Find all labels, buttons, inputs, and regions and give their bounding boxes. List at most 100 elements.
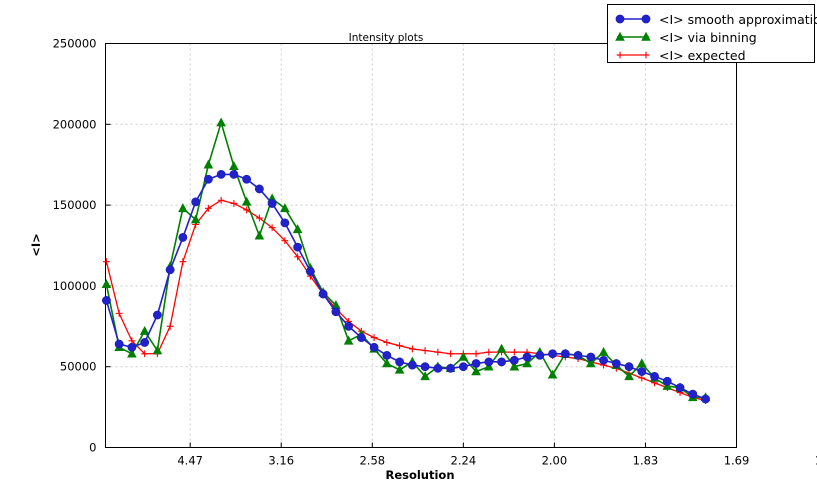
data-point-marker bbox=[178, 203, 188, 213]
data-point-marker bbox=[458, 362, 468, 372]
data-point-marker bbox=[216, 169, 226, 179]
data-point-marker bbox=[701, 394, 710, 404]
data-point-marker bbox=[127, 342, 137, 352]
data-point-marker bbox=[356, 333, 366, 343]
data-point-marker bbox=[586, 352, 596, 362]
data-point-marker bbox=[509, 355, 519, 365]
data-point-marker bbox=[242, 174, 252, 184]
legend-entry-3[interactable]: <I> expected bbox=[616, 48, 746, 63]
data-point-marker bbox=[447, 350, 454, 358]
x-tick-label: 1.83 bbox=[633, 454, 659, 468]
legend-label: <I> smooth approximation bbox=[659, 12, 817, 27]
data-point-marker bbox=[229, 161, 239, 171]
data-point-marker bbox=[140, 338, 150, 347]
legend-entry-1[interactable]: <I> smooth approximation bbox=[615, 12, 817, 27]
data-point-marker bbox=[535, 350, 545, 360]
data-point-marker bbox=[203, 174, 213, 184]
data-point-marker bbox=[446, 363, 455, 373]
data-point-marker bbox=[522, 358, 532, 368]
y-axis-title: <I> bbox=[29, 233, 43, 257]
data-point-marker bbox=[616, 51, 624, 59]
data-point-marker bbox=[615, 14, 625, 24]
data-point-marker bbox=[318, 289, 328, 299]
data-point-marker bbox=[103, 258, 110, 266]
data-point-marker bbox=[650, 371, 659, 381]
data-point-marker bbox=[369, 342, 379, 352]
data-point-marker bbox=[599, 355, 608, 365]
data-point-marker bbox=[548, 349, 557, 359]
x-tick-label: 4.47 bbox=[177, 454, 203, 468]
data-point-marker bbox=[496, 343, 507, 353]
data-point-marker bbox=[102, 296, 111, 305]
data-series-layer bbox=[101, 117, 711, 405]
data-point-marker bbox=[560, 349, 570, 359]
data-point-marker bbox=[280, 203, 290, 213]
data-point-marker bbox=[573, 350, 583, 360]
y-tick-label: 100000 bbox=[53, 279, 97, 293]
data-point-marker bbox=[255, 214, 263, 222]
data-point-marker bbox=[254, 184, 264, 194]
data-point-marker bbox=[485, 348, 493, 356]
data-point-marker bbox=[141, 350, 149, 358]
data-point-marker bbox=[434, 348, 442, 356]
data-point-marker bbox=[637, 367, 647, 376]
legend-label: <I> expected bbox=[659, 48, 746, 63]
data-point-marker bbox=[370, 334, 378, 342]
data-point-marker bbox=[642, 51, 650, 59]
data-point-marker bbox=[420, 362, 430, 372]
series-1 bbox=[102, 169, 710, 404]
y-tick-label: 50000 bbox=[60, 360, 97, 374]
data-point-marker bbox=[217, 196, 225, 204]
data-point-marker bbox=[292, 224, 303, 234]
data-point-marker bbox=[688, 389, 698, 399]
y-tick-label: 200000 bbox=[53, 117, 97, 131]
data-point-marker bbox=[139, 325, 150, 335]
data-point-marker bbox=[615, 31, 625, 41]
data-point-marker bbox=[267, 199, 277, 208]
data-point-marker bbox=[191, 197, 201, 207]
data-point-marker bbox=[382, 350, 392, 360]
data-point-marker bbox=[471, 359, 481, 368]
data-point-marker bbox=[166, 322, 174, 330]
data-point-marker bbox=[382, 358, 392, 368]
y-axis-ticks: 0 50000 100000 150000 200000 250000 bbox=[53, 37, 111, 455]
data-point-marker bbox=[484, 357, 494, 367]
x-tick-label: 2.00 bbox=[542, 454, 568, 468]
data-point-marker bbox=[344, 321, 354, 331]
data-point-marker bbox=[662, 376, 672, 386]
data-point-marker bbox=[471, 366, 481, 376]
data-point-marker bbox=[294, 253, 302, 261]
data-point-marker bbox=[127, 348, 137, 358]
data-point-marker bbox=[637, 358, 647, 368]
data-point-marker bbox=[331, 300, 341, 310]
data-point-marker bbox=[407, 360, 417, 370]
y-tick-label: 250000 bbox=[53, 37, 97, 51]
data-point-marker bbox=[641, 14, 651, 24]
data-point-marker bbox=[114, 339, 124, 349]
data-point-marker bbox=[421, 347, 429, 354]
data-point-marker bbox=[178, 233, 188, 242]
data-point-marker bbox=[241, 196, 252, 206]
data-point-marker bbox=[204, 204, 212, 212]
x-tick-label: 1.69 bbox=[724, 454, 750, 468]
data-point-marker bbox=[509, 361, 520, 371]
grid-lines bbox=[105, 43, 737, 448]
y-tick-label: 0 bbox=[89, 441, 96, 455]
data-point-marker bbox=[675, 383, 685, 393]
data-point-marker bbox=[408, 345, 416, 353]
legend-box bbox=[607, 4, 815, 63]
data-point-marker bbox=[229, 169, 239, 179]
x-tick-label: 2.24 bbox=[451, 454, 477, 468]
data-point-marker bbox=[190, 214, 201, 224]
data-point-marker bbox=[394, 364, 405, 374]
legend-entry-2[interactable]: <I> via binning bbox=[615, 30, 757, 45]
data-point-marker bbox=[216, 117, 226, 127]
data-point-marker bbox=[101, 279, 112, 289]
data-point-marker bbox=[547, 369, 558, 379]
data-point-marker bbox=[254, 230, 265, 240]
data-point-marker bbox=[203, 159, 214, 169]
plot-frame bbox=[105, 43, 737, 448]
